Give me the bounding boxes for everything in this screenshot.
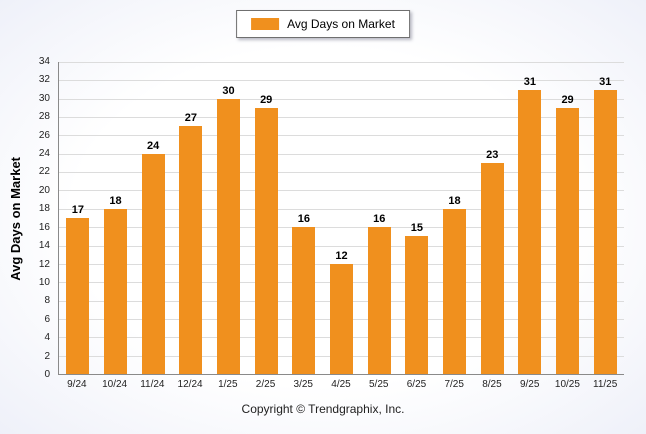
- y-axis-title-text: Avg Days on Market: [7, 156, 23, 281]
- bar-group: 18: [436, 62, 474, 374]
- x-tick-label: 11/25: [593, 379, 618, 390]
- gridline: [59, 153, 624, 155]
- bar-group: 23: [473, 62, 511, 374]
- legend-label: Avg Days on Market: [287, 17, 395, 31]
- x-tick-label: 8/25: [482, 379, 502, 390]
- y-tick-label: 4: [44, 332, 50, 344]
- bar-value-label: 23: [486, 148, 499, 161]
- x-tick-label: 5/25: [369, 379, 389, 390]
- bar: [217, 98, 241, 374]
- x-tick-label: 7/25: [444, 379, 464, 390]
- bar-value-label: 31: [523, 75, 537, 88]
- gridline: [59, 190, 624, 192]
- bar: [518, 89, 542, 374]
- bar: [480, 162, 504, 374]
- bar-group: 31: [511, 62, 549, 374]
- bar-group: 29: [549, 62, 587, 374]
- y-tick-label: 18: [38, 203, 50, 215]
- gridline: [59, 62, 624, 63]
- bar: [141, 153, 165, 374]
- gridline: [59, 245, 624, 247]
- bar-value-label: 24: [147, 139, 160, 152]
- y-tick-label: 16: [38, 221, 50, 233]
- gridline: [59, 135, 624, 137]
- bar-value-label: 27: [184, 112, 197, 125]
- y-tick-label: 10: [38, 276, 50, 288]
- x-tick-label: 9/24: [67, 379, 87, 390]
- bar: [593, 89, 617, 374]
- gridline: [59, 98, 624, 100]
- bar: [556, 107, 580, 374]
- bar: [367, 227, 391, 374]
- y-tick-label: 26: [38, 129, 50, 141]
- gridline: [59, 208, 624, 210]
- y-tick-label: 30: [38, 92, 50, 104]
- bar: [292, 227, 316, 374]
- bar-value-label: 15: [410, 222, 423, 235]
- y-tick-label: 32: [38, 74, 50, 86]
- y-tick-label: 2: [44, 350, 50, 362]
- bar: [254, 107, 278, 374]
- bar: [179, 126, 203, 374]
- x-tick-label: 2/25: [255, 379, 276, 390]
- x-tick-label: 6/25: [406, 379, 427, 390]
- x-tick-label: 11/24: [140, 379, 165, 390]
- bar-group: 29: [247, 62, 285, 374]
- x-tick-label: 1/25: [218, 379, 238, 390]
- gridline: [59, 227, 624, 229]
- legend-swatch-icon: [251, 18, 280, 30]
- x-tick-label: 4/25: [331, 379, 351, 390]
- y-tick-label: 8: [44, 295, 50, 307]
- bar-group: 16: [285, 62, 323, 374]
- bar-value-label: 17: [71, 204, 84, 216]
- bar: [330, 263, 354, 374]
- legend: Avg Days on Market: [236, 10, 410, 38]
- y-tick-label: 6: [44, 313, 50, 325]
- y-tick-label: 0: [44, 369, 50, 380]
- x-tick-label: 10/25: [554, 379, 580, 390]
- bar-group: 17: [59, 62, 97, 374]
- y-tick-label: 22: [38, 166, 50, 178]
- gridline: [59, 172, 624, 174]
- bar-group: 30: [210, 62, 248, 374]
- bar-value-label: 16: [297, 213, 310, 226]
- bar-group: 16: [360, 62, 398, 374]
- x-axis-ticks: 9/24 10/24 11/24 12/24 1/25 2/25 3/25 4/25 5/25 6…: [58, 379, 624, 390]
- copyright: Copyright © Trendgraphix, Inc.: [241, 402, 405, 416]
- gridline: [59, 117, 624, 119]
- bar: [405, 236, 429, 374]
- y-tick-label: 14: [38, 240, 50, 252]
- bar-value-label: 29: [561, 93, 574, 106]
- plot-area: 17 18 24 27 30 29 16 12 16 15 18 23 31 29 31: [58, 62, 624, 375]
- y-axis-ticks: 0 2 4 6 8 10 12 14 16 18 20 22 24 26 28 30 32 34: [22, 57, 54, 380]
- x-tick-label: 10/24: [102, 379, 128, 390]
- bar-group: 12: [323, 62, 361, 374]
- y-tick-label: 34: [38, 56, 50, 67]
- y-tick-label: 20: [38, 184, 50, 196]
- bar-value-label: 16: [373, 213, 386, 226]
- x-tick-label: 9/25: [519, 379, 540, 390]
- bar-value-label: 18: [448, 194, 461, 207]
- bar-value-label: 31: [599, 75, 612, 88]
- y-tick-label: 12: [38, 258, 50, 270]
- bar-value-label: 30: [222, 84, 235, 97]
- y-tick-label: 28: [38, 111, 50, 123]
- bar-value-label: 18: [109, 194, 122, 207]
- bar: [443, 208, 467, 374]
- x-tick-label: 12/24: [177, 379, 203, 390]
- x-tick-label: 3/25: [293, 379, 313, 390]
- y-tick-label: 24: [38, 148, 50, 160]
- bar-group: 15: [398, 62, 436, 374]
- bar-group: 31: [586, 62, 624, 374]
- bar: [66, 218, 90, 374]
- gridline: [59, 80, 624, 82]
- bars-container: 17 18 24 27 30 29 16 12 16 15 18 23 31 29 31: [59, 62, 624, 374]
- bar-group: 24: [134, 62, 172, 374]
- bar-group: 27: [172, 62, 210, 374]
- bar: [104, 208, 127, 374]
- bar-value-label: 29: [260, 93, 273, 106]
- bar-value-label: 12: [335, 249, 348, 262]
- bar-group: 18: [97, 62, 135, 374]
